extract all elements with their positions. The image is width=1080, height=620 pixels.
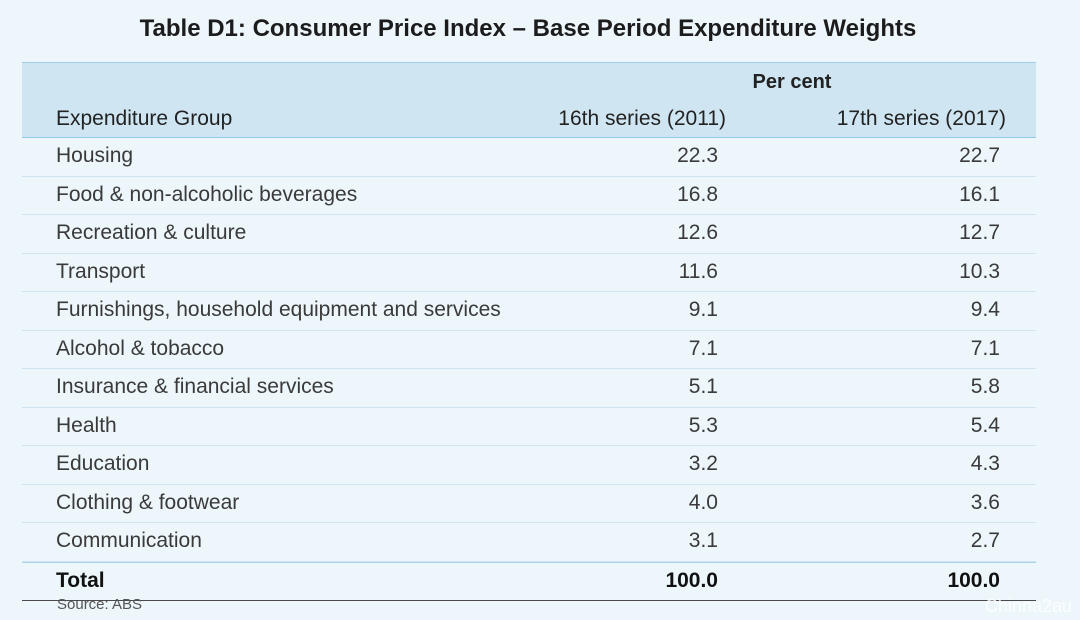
value-17th-series: 10.3 (959, 259, 1000, 283)
value-17th-series: 3.6 (970, 490, 1000, 514)
table-row: Communication 3.1 2.7 (22, 523, 1036, 562)
table-body: Housing 22.3 22.7 Food & non-alcoholic beve… (22, 138, 1036, 601)
table-row: Alcohol & tobacco 7.1 7.1 (22, 331, 1036, 369)
value-17th-series: 4.3 (970, 452, 1000, 475)
column-header-17th-series: 17th series (2017) (836, 107, 1006, 130)
table-header: Per cent Expenditure Group 16th series (… (22, 62, 1036, 138)
row-label: Food & non-alcoholic beverages (56, 182, 358, 206)
row-label: Communication (56, 529, 202, 552)
table-row: Insurance & financial services 5.1 5.8 (22, 369, 1036, 408)
watermark: Chinna2au (984, 596, 1072, 616)
row-label: Education (56, 452, 150, 475)
total-16th-series: 100.0 (665, 568, 718, 592)
row-label: Transport (56, 259, 146, 283)
table-title: Table D1: Consumer Price Index – Base Pe… (139, 15, 917, 42)
table-row: Furnishings, household equipment and ser… (22, 292, 1036, 331)
row-label: Recreation & culture (56, 221, 247, 244)
table-row: Clothing & footwear 4.0 3.6 (22, 485, 1036, 523)
column-header-16th-series: 16th series (2011) (558, 107, 726, 130)
value-16th-series: 4.0 (688, 490, 718, 514)
table-row: Education 3.2 4.3 (22, 446, 1036, 485)
table-row: Food & non-alcoholic beverages 16.8 16.1 (22, 177, 1036, 215)
table-row: Recreation & culture 12.6 12.7 (22, 215, 1036, 254)
unit-header: Per cent (752, 71, 832, 93)
value-17th-series: 9.4 (970, 298, 1000, 321)
value-17th-series: 16.1 (959, 182, 1000, 206)
cpi-weights-table: Per cent Expenditure Group 16th series (… (22, 62, 1036, 601)
row-label: Insurance & financial services (56, 375, 334, 398)
value-17th-series: 2.7 (970, 529, 1000, 552)
row-label: Health (56, 413, 117, 437)
table-row: Housing 22.3 22.7 (22, 138, 1036, 177)
value-16th-series: 3.1 (688, 529, 718, 552)
value-16th-series: 7.1 (688, 336, 718, 360)
total-row: Total 100.0 100.0 (22, 561, 1036, 601)
total-label: Total (56, 568, 105, 592)
value-17th-series: 7.1 (970, 336, 1000, 360)
value-16th-series: 9.1 (688, 298, 718, 321)
table-row: Transport 11.6 10.3 (22, 254, 1036, 292)
value-16th-series: 3.2 (688, 452, 718, 475)
value-16th-series: 22.3 (677, 144, 718, 167)
value-17th-series: 5.8 (970, 375, 1000, 398)
row-label: Furnishings, household equipment and ser… (56, 298, 501, 321)
row-label: Housing (56, 144, 134, 167)
source-note: Source: ABS (57, 596, 143, 613)
value-17th-series: 5.4 (970, 413, 1000, 437)
row-label: Clothing & footwear (56, 490, 240, 514)
value-16th-series: 5.3 (688, 413, 718, 437)
value-17th-series: 22.7 (959, 144, 1000, 167)
total-17th-series: 100.0 (947, 568, 1000, 592)
value-16th-series: 5.1 (688, 375, 718, 398)
value-16th-series: 12.6 (677, 221, 718, 244)
value-16th-series: 16.8 (677, 182, 718, 206)
row-label: Alcohol & tobacco (56, 336, 225, 360)
table-row: Health 5.3 5.4 (22, 408, 1036, 446)
value-17th-series: 12.7 (959, 221, 1000, 244)
column-header-expenditure-group: Expenditure Group (56, 107, 233, 130)
value-16th-series: 11.6 (678, 259, 718, 283)
